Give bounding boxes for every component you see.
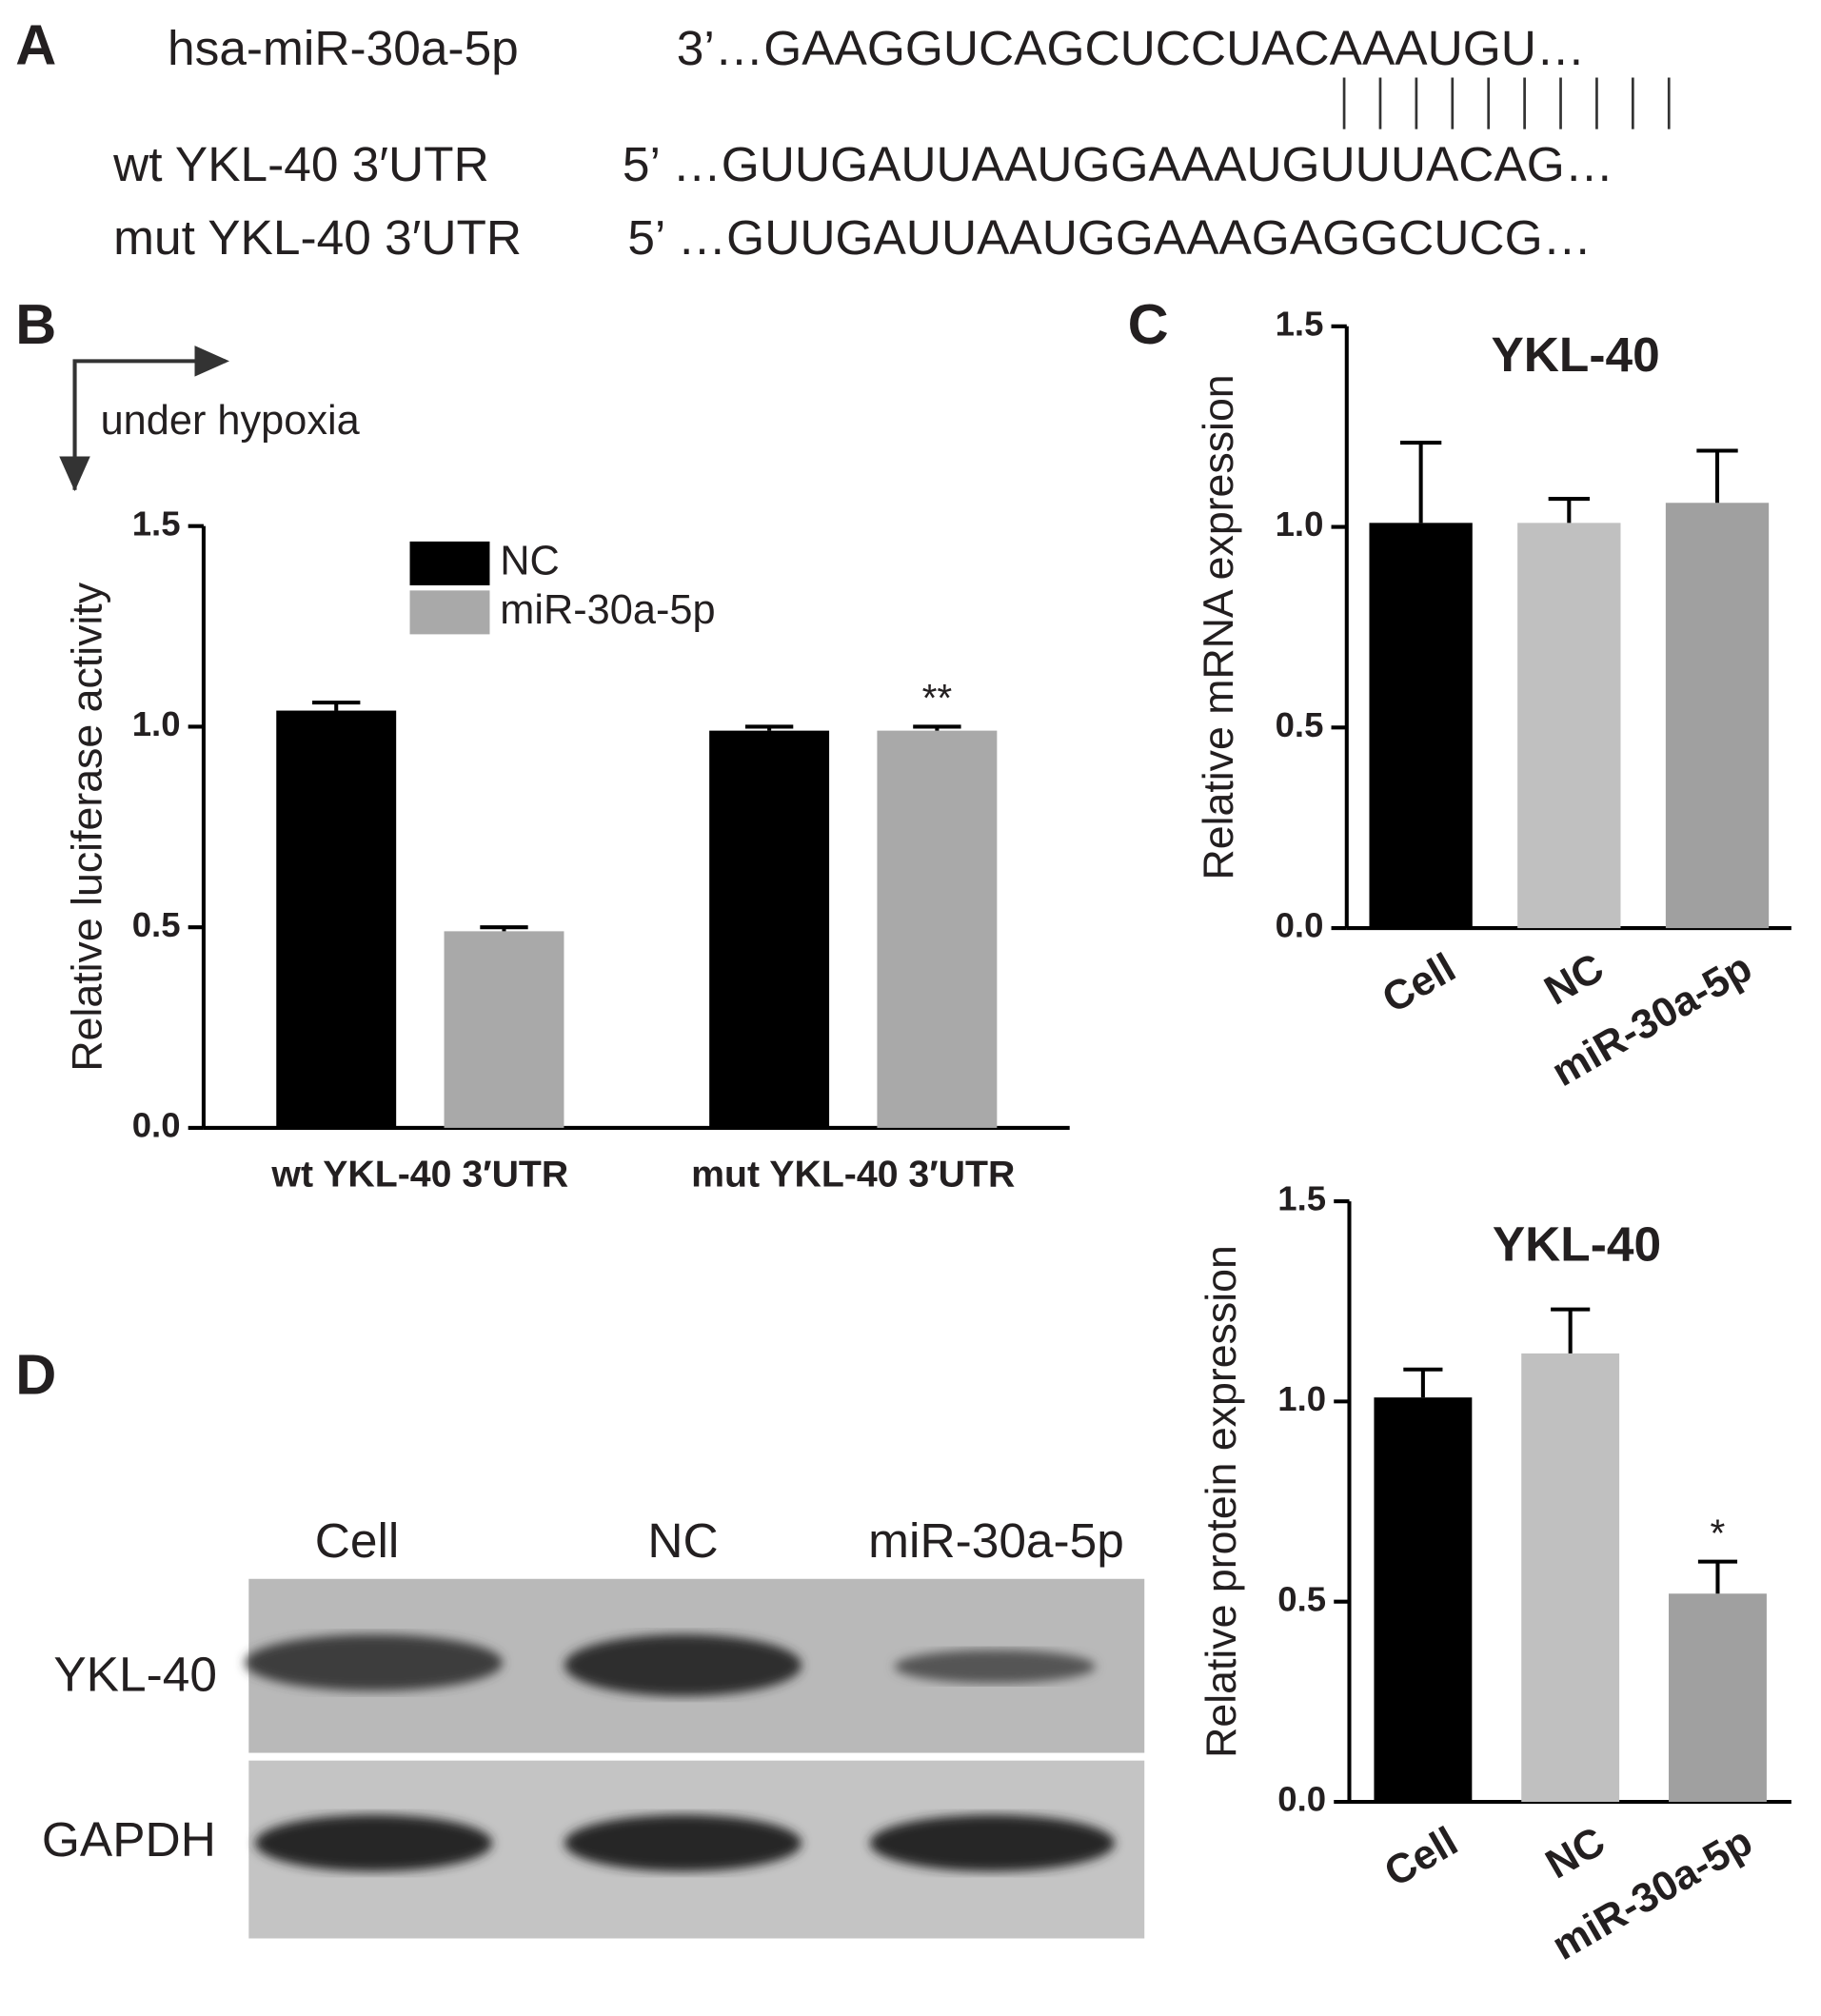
y-axis-label: Relative protein expression	[1198, 1245, 1245, 1758]
legend-swatch	[409, 590, 490, 635]
lane-label: Cell	[315, 1512, 400, 1568]
bar	[1665, 503, 1770, 929]
x-tick-label: wt YKL-40 3′UTR	[270, 1154, 568, 1196]
chart-title: YKL-40	[1491, 326, 1659, 382]
panel-label: D	[15, 1343, 56, 1407]
bar	[276, 710, 397, 1128]
bar	[1517, 523, 1621, 929]
legend-label: miR-30a-5p	[500, 587, 715, 633]
row-label: YKL-40	[53, 1647, 217, 1702]
lane-label: miR-30a-5p	[868, 1512, 1124, 1568]
sequence-name: mut YKL-40 3′UTR	[113, 209, 522, 265]
sequence-name: hsa-miR-30a-5p	[168, 20, 519, 75]
x-tick-label: NC	[1538, 1819, 1613, 1888]
sequence: 5’ …GUUGAUUAAUGGAAAUGUUUACAG…	[623, 136, 1613, 191]
significance-label: **	[922, 676, 953, 720]
sequence-name: wt YKL-40 3′UTR	[112, 136, 489, 191]
y-tick-label: 1.5	[1276, 304, 1324, 343]
panel-label: C	[1128, 292, 1169, 356]
y-tick-label: 0.5	[1276, 705, 1324, 744]
y-tick-label: 1.5	[132, 504, 181, 543]
base-pairing	[1342, 77, 1671, 129]
y-tick-label: 0.5	[132, 905, 181, 944]
bar	[1374, 1397, 1473, 1802]
sequence: 5’ …GUUGAUUAAUGGAAAGAGGCUCG…	[627, 209, 1592, 265]
x-tick-label: Cell	[1377, 1819, 1466, 1896]
y-tick-label: 0.0	[1276, 906, 1324, 945]
y-tick-label: 0.0	[1277, 1780, 1326, 1819]
y-tick-label: 0.5	[1277, 1579, 1326, 1618]
bar	[1521, 1353, 1620, 1802]
y-tick-label: 1.5	[1277, 1179, 1326, 1218]
chart-title: YKL-40	[1493, 1216, 1661, 1271]
bar	[444, 931, 564, 1128]
y-tick-label: 0.0	[132, 1106, 181, 1145]
significance-label: *	[1711, 1511, 1726, 1554]
lane-label: NC	[647, 1512, 718, 1568]
panel-label: B	[15, 292, 56, 356]
bar	[877, 730, 998, 1128]
blot-image	[245, 1578, 1145, 1939]
y-tick-label: 1.0	[1277, 1379, 1326, 1418]
legend-swatch	[409, 541, 490, 585]
x-tick-label: NC	[1537, 945, 1612, 1015]
condition-label: under hypoxia	[101, 398, 361, 444]
y-axis-label: Relative mRNA expression	[1196, 374, 1242, 880]
legend-label: NC	[500, 538, 560, 583]
sequence: 3’…GAAGGUCAGCUCCUACAAAUGU…	[677, 20, 1586, 75]
bar	[1369, 523, 1473, 929]
bar	[1669, 1593, 1767, 1802]
row-label: GAPDH	[42, 1811, 216, 1867]
bar	[709, 730, 830, 1128]
y-tick-label: 1.0	[132, 704, 181, 743]
x-tick-label: mut YKL-40 3′UTR	[691, 1154, 1015, 1196]
x-tick-label: Cell	[1375, 945, 1463, 1022]
y-axis-label: Relative luciferase activity	[65, 582, 111, 1071]
y-tick-label: 1.0	[1276, 504, 1324, 544]
panel-label: A	[15, 12, 56, 76]
